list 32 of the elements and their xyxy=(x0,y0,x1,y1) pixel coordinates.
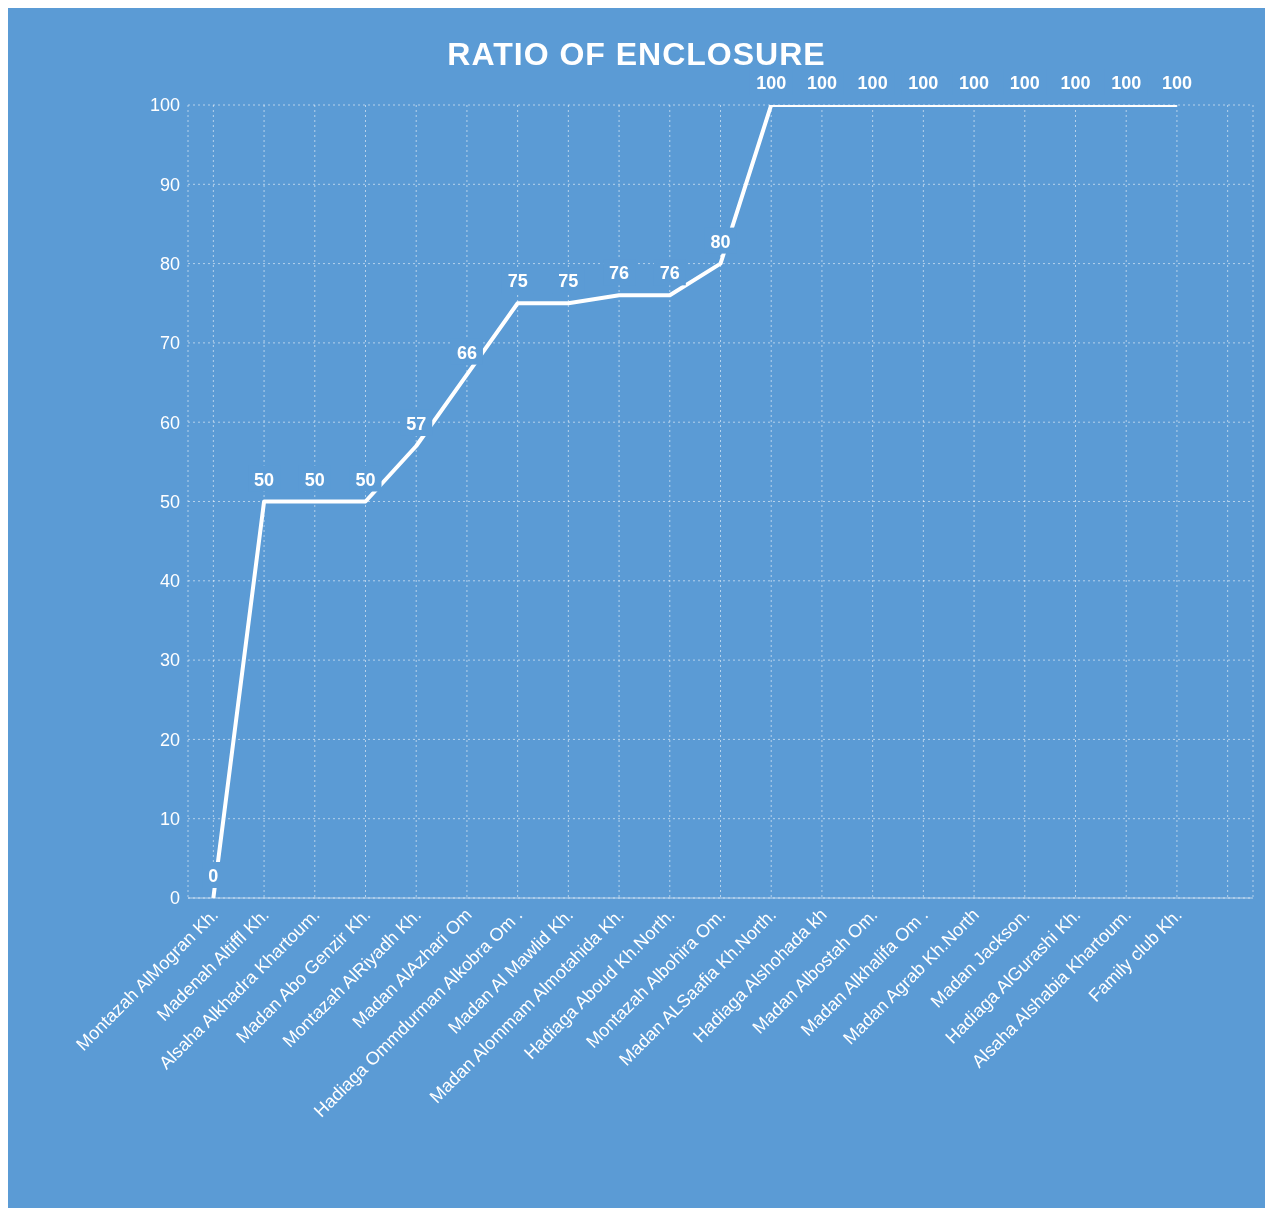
data-label: 66 xyxy=(456,342,477,363)
data-label: 80 xyxy=(710,231,731,252)
data-label: 57 xyxy=(406,413,427,434)
data-label: 50 xyxy=(254,469,275,490)
y-tick-label: 100 xyxy=(149,95,180,116)
data-label: 100 xyxy=(756,73,787,93)
data-label: 100 xyxy=(1060,73,1091,93)
data-label: 75 xyxy=(507,271,528,292)
y-tick-label: 70 xyxy=(159,333,180,354)
y-tick-label: 50 xyxy=(159,491,180,512)
data-label: 100 xyxy=(857,73,888,93)
y-tick-label: 20 xyxy=(159,729,180,750)
chart-title: RATIO OF ENCLOSURE xyxy=(446,36,827,73)
data-label: 75 xyxy=(558,271,579,292)
data-label: 100 xyxy=(806,73,837,93)
data-label: 100 xyxy=(1009,73,1040,93)
y-tick-label: 60 xyxy=(159,412,180,433)
data-label: 100 xyxy=(959,73,990,93)
data-label: 76 xyxy=(659,263,680,284)
data-label: 100 xyxy=(1111,73,1142,93)
data-label: 50 xyxy=(355,469,376,490)
y-tick-label: 0 xyxy=(169,888,180,909)
y-tick-label: 40 xyxy=(159,571,180,592)
y-tick-label: 90 xyxy=(159,174,180,195)
data-label: 0 xyxy=(208,866,219,886)
data-label: 100 xyxy=(908,73,939,93)
data-label: 76 xyxy=(609,263,630,284)
y-tick-label: 30 xyxy=(159,650,180,671)
data-label: 50 xyxy=(304,469,325,490)
y-tick-label: 80 xyxy=(159,253,180,274)
data-label: 100 xyxy=(1161,73,1192,93)
y-tick-label: 10 xyxy=(159,809,180,830)
